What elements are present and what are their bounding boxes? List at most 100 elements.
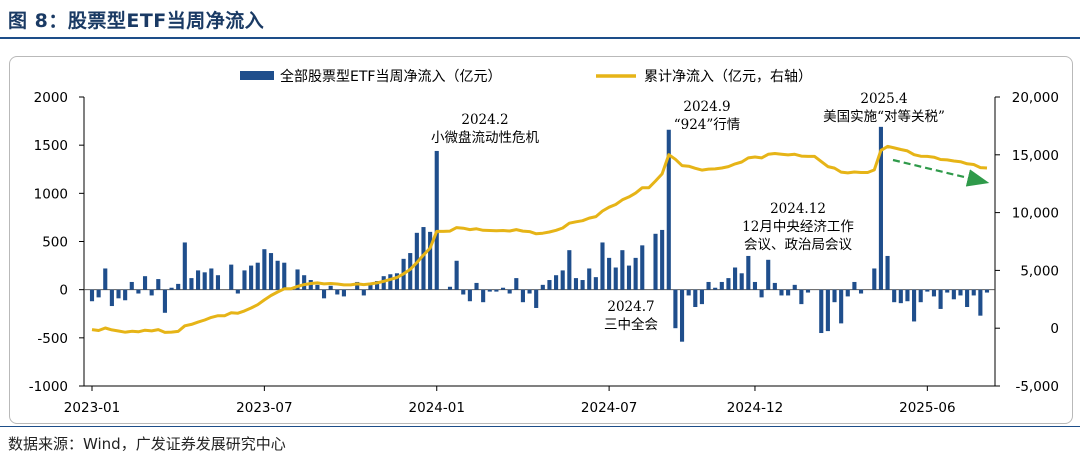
bar xyxy=(567,250,572,290)
bar xyxy=(905,289,910,302)
bar xyxy=(421,227,426,290)
bar xyxy=(123,289,128,301)
bar xyxy=(554,275,559,290)
bar xyxy=(328,285,333,290)
cumulative-line xyxy=(91,144,988,334)
bar xyxy=(673,289,678,329)
bar xyxy=(162,289,167,313)
bar xyxy=(447,286,453,290)
bar xyxy=(825,289,830,332)
bar xyxy=(587,268,592,290)
x-tick-label: 2024-12 xyxy=(727,400,783,416)
bar xyxy=(839,289,844,324)
title-divider xyxy=(0,37,1080,39)
bar xyxy=(534,289,539,308)
bar xyxy=(176,283,181,290)
chart-frame xyxy=(9,56,1073,424)
annotation-a5: 2024.7 三中全会 xyxy=(604,299,658,333)
bar xyxy=(752,281,758,290)
bar xyxy=(375,280,380,290)
bar xyxy=(202,272,207,290)
bar xyxy=(527,289,532,294)
annotation-line: 2024.7 xyxy=(607,299,654,315)
right-tick-label: 0 xyxy=(1050,321,1059,337)
bar xyxy=(766,259,771,290)
bar xyxy=(872,268,877,290)
bar xyxy=(255,262,260,290)
bar xyxy=(706,281,711,290)
right-tick-label: 15,000 xyxy=(1012,148,1059,164)
trend-arrow xyxy=(892,158,990,187)
right-tick-label: 10,000 xyxy=(1012,206,1059,222)
bar xyxy=(971,289,976,296)
bar xyxy=(341,289,346,297)
bar xyxy=(361,289,366,296)
left-tick-label: 0 xyxy=(59,283,68,299)
bar xyxy=(852,281,857,290)
bar xyxy=(733,267,738,290)
bar xyxy=(182,242,187,290)
bar xyxy=(660,229,665,290)
bar xyxy=(772,282,777,290)
legend: 全部股票型ETF当周净流入（亿元） 累计净流入（亿元，右轴） xyxy=(240,68,812,85)
legend-bar-swatch xyxy=(240,71,274,80)
bar xyxy=(805,289,811,293)
bar-series xyxy=(89,126,990,342)
bar xyxy=(613,267,618,290)
bar xyxy=(713,287,718,290)
bar xyxy=(593,277,598,290)
right-tick-label: 5,000 xyxy=(1020,263,1059,279)
legend-line-label: 累计净流入（亿元，右轴） xyxy=(644,69,812,85)
bar xyxy=(938,289,943,309)
source-note: 数据来源：Wind，广发证券发展研究中心 xyxy=(8,435,286,453)
bar xyxy=(600,242,605,290)
annotation-line: 美国实施“对等关税” xyxy=(823,108,945,125)
bar xyxy=(951,289,956,300)
annotations: 2024.2 小微盘流动性危机 2024.9 “924”行情 2025.4 美国实施“对等… xyxy=(431,91,990,333)
bar xyxy=(355,281,360,290)
bar xyxy=(633,257,638,290)
bar xyxy=(467,289,472,302)
bar xyxy=(984,289,990,293)
bar xyxy=(832,289,837,303)
bar xyxy=(295,269,300,290)
bar xyxy=(315,284,320,290)
bar xyxy=(487,289,492,292)
bar xyxy=(958,289,963,296)
bar xyxy=(640,245,645,290)
bar xyxy=(779,289,784,296)
bar xyxy=(520,289,525,303)
bar xyxy=(620,250,625,290)
left-tick-label: 1000 xyxy=(34,186,68,202)
bar xyxy=(653,233,658,290)
x-tick-label: 2024-01 xyxy=(409,400,465,416)
bar xyxy=(321,289,327,299)
bar xyxy=(739,273,744,290)
bar xyxy=(978,289,983,316)
bar xyxy=(209,268,214,290)
bar xyxy=(719,281,724,290)
bar xyxy=(156,279,161,290)
bar xyxy=(514,278,519,290)
bar xyxy=(302,275,307,290)
bar xyxy=(428,231,433,290)
annotation-a2: 2024.9 “924”行情 xyxy=(674,99,741,133)
bar xyxy=(885,255,890,290)
annotation-line: 2024.12 xyxy=(770,201,826,217)
right-tick-label: -5,000 xyxy=(1015,379,1059,395)
bar xyxy=(607,257,612,290)
bar xyxy=(116,289,121,299)
bar xyxy=(931,289,937,297)
bar xyxy=(275,260,280,290)
bar xyxy=(89,289,95,302)
annotation-a4: 2024.12 12月中央经济工作会议、政治局会议 xyxy=(742,201,854,253)
x-tick-label: 2024-07 xyxy=(581,400,637,416)
bar xyxy=(892,289,897,303)
bar xyxy=(500,287,506,290)
bar xyxy=(189,278,194,290)
bar xyxy=(235,289,240,294)
bar xyxy=(103,268,108,290)
bar xyxy=(898,289,903,304)
bar xyxy=(507,289,512,294)
bar xyxy=(726,278,731,290)
